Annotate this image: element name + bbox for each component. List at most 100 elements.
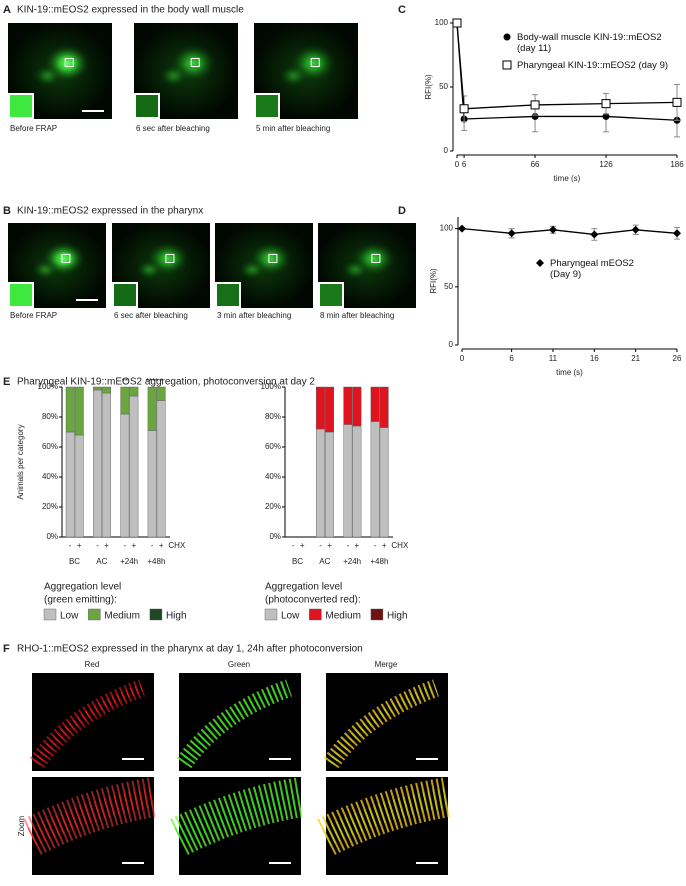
legend-marker: [503, 33, 511, 41]
x-tick-label: -: [292, 541, 295, 550]
image-caption: Before FRAP: [10, 124, 57, 133]
bar-segment: [65, 431, 75, 538]
roi-inset: [215, 282, 241, 308]
column-title: Green: [228, 660, 250, 669]
y-tick-label: 40%: [265, 472, 281, 481]
roi-inset: [134, 93, 160, 119]
bar-segment: [352, 425, 362, 538]
y-tick-label: 0%: [269, 532, 281, 541]
x-tick-label: 66: [531, 160, 540, 169]
legend-subtitle: (green emitting):: [44, 595, 117, 606]
group-label: +48h: [370, 557, 388, 566]
fluorescence: [158, 64, 189, 88]
panel-label: F: [3, 643, 10, 655]
bar-segment: [147, 430, 157, 538]
bar-segment: [120, 386, 130, 415]
panel-title: KIN-19::mEOS2 expressed in the pharynx: [17, 206, 203, 217]
panel-label: C: [398, 4, 406, 16]
x-tick-label: -: [69, 541, 72, 550]
panel-title: KIN-19::mEOS2 expressed in the body wall…: [17, 5, 244, 16]
bar-segment: [120, 413, 130, 538]
y-tick-label: 80%: [265, 412, 281, 421]
x-tick-label: 0: [460, 354, 465, 363]
legend-swatch: [88, 608, 101, 621]
bleach-roi: [190, 58, 200, 68]
y-tick-label: 60%: [265, 442, 281, 451]
x-tick-label: +: [355, 541, 360, 550]
marker: [590, 230, 599, 239]
significance: ****: [146, 377, 158, 386]
x-tick-label: -: [124, 541, 127, 550]
pharynx-signal: [27, 787, 156, 846]
legend-label: High: [166, 611, 187, 622]
x-tick-label: 126: [599, 160, 613, 169]
x-tick-label: -: [374, 541, 377, 550]
roi-inset: [8, 282, 34, 308]
group-label: +48h: [147, 557, 165, 566]
x-tick-label: +: [132, 541, 137, 550]
legend-entry: Pharyngeal KIN-19::mEOS2 (day 9): [517, 60, 669, 71]
bleach-roi: [310, 58, 320, 68]
x-tick-label: 6: [509, 354, 514, 363]
bleach-roi: [268, 253, 278, 263]
legend-subtitle: (photoconverted red):: [265, 595, 361, 606]
legend-entry: Body-wall muscle KIN-19::mEOS2 (day 11): [517, 32, 662, 54]
image-caption: 3 min after bleaching: [217, 311, 291, 320]
group-label: +24h: [343, 557, 361, 566]
fluorescence: [238, 259, 266, 280]
bar-segment: [74, 386, 84, 436]
legend-swatch: [309, 608, 322, 621]
fluorescence: [32, 64, 63, 88]
y-tick-label: 100: [440, 224, 454, 233]
y-tick-label: 0%: [46, 532, 58, 541]
marker: [459, 104, 469, 114]
legend-title: Aggregation level: [44, 582, 121, 593]
roi-inset: [8, 93, 34, 119]
panel-title: RHO-1::mEOS2 expressed in the pharynx at…: [17, 644, 363, 655]
x-tick-label: +: [159, 541, 164, 550]
x-axis-title: time (s): [556, 368, 583, 377]
y-tick-label: 20%: [265, 502, 281, 511]
bar-segment: [370, 386, 380, 422]
bar-segment: [156, 400, 166, 538]
legend-label: Medium: [104, 611, 140, 622]
y-tick-label: 60%: [42, 442, 58, 451]
group-label: +24h: [120, 557, 138, 566]
y-tick-label: 40%: [42, 472, 58, 481]
pharynx-signal: [174, 787, 303, 846]
legend-label: Low: [281, 611, 300, 622]
x-tick-label: +: [104, 541, 109, 550]
marker: [673, 229, 681, 238]
x-tick-label: -: [96, 541, 99, 550]
x-tick-label: +: [300, 541, 305, 550]
roi-inset: [112, 282, 138, 308]
fluorescence: [278, 64, 309, 88]
legend-label: High: [387, 611, 408, 622]
group-label: AC: [96, 557, 107, 566]
fluorescence: [135, 259, 163, 280]
panel-title: Pharyngeal KIN-19::mEOS2 aggregation, ph…: [17, 377, 315, 388]
y-tick-label: 80%: [42, 412, 58, 421]
significance: **: [122, 377, 128, 386]
marker: [458, 224, 466, 233]
bar-segment: [102, 392, 112, 538]
bar-segment: [370, 421, 380, 538]
x-tick-label: -: [319, 541, 322, 550]
bar-segment: [102, 386, 112, 394]
series-line: [461, 227, 678, 236]
legend-swatch: [43, 608, 57, 621]
bleach-roi: [61, 253, 71, 263]
legend-title: Aggregation level: [265, 582, 342, 593]
x-tick-label: +: [77, 541, 82, 550]
legend-marker: [502, 60, 512, 70]
legend-swatch: [370, 608, 384, 621]
marker: [672, 97, 682, 107]
y-tick-label: 0: [444, 146, 449, 155]
panel-label: E: [3, 376, 10, 388]
bar-segment: [65, 386, 75, 433]
x-tick-label: +: [382, 541, 387, 550]
bar-segment: [93, 386, 103, 391]
y-axis-title: RFI(%): [429, 268, 438, 294]
group-label: BC: [69, 557, 80, 566]
